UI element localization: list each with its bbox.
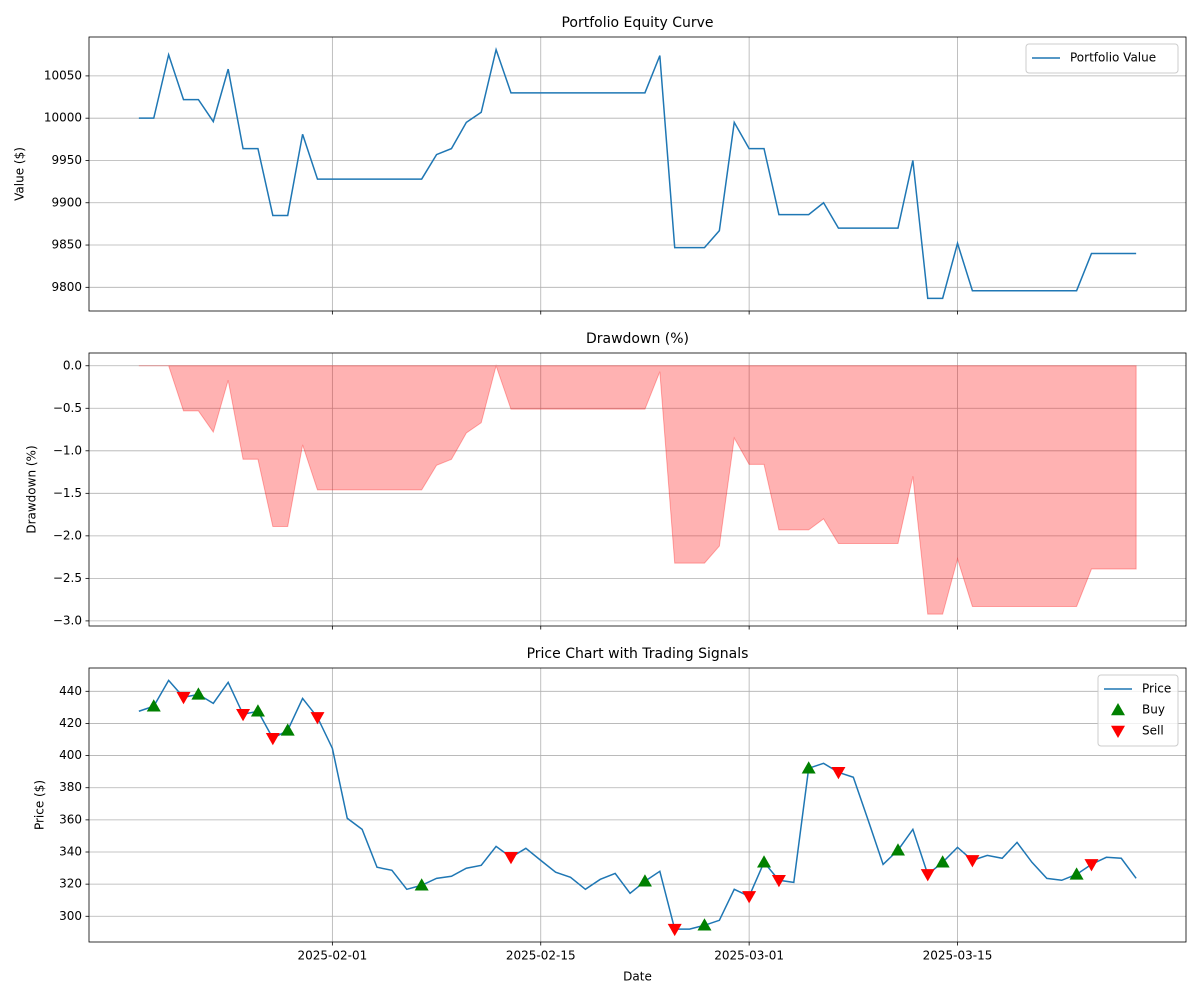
signal-marker [742, 891, 757, 904]
plot-frame [88, 667, 1187, 943]
signal-marker [236, 709, 251, 722]
y-tick-label: 400 [59, 748, 82, 762]
signal-marker [191, 687, 206, 700]
signal-marker [1069, 867, 1084, 880]
signal-marker [146, 699, 161, 712]
legend-label: Sell [1142, 724, 1164, 738]
chart-title: Portfolio Equity Curve [561, 15, 713, 31]
legend-box [1025, 43, 1179, 74]
y-tick-label: −2.5 [53, 571, 82, 585]
plot-background [89, 668, 1186, 942]
y-tick-label: 360 [59, 812, 82, 826]
plot-background [89, 37, 1186, 311]
y-tick-label: 320 [59, 877, 82, 891]
signal-marker [697, 918, 712, 931]
y-tick-label: 0.0 [63, 358, 82, 372]
drawdown-area [138, 364, 1137, 615]
signal-marker [667, 923, 682, 937]
x-tick-label: 2025-03-01 [714, 949, 784, 963]
y-tick-label: −0.5 [53, 401, 82, 415]
y-axis-label: Drawdown (%) [25, 445, 39, 533]
x-axis-label: Date [623, 970, 652, 984]
signal-marker [1084, 859, 1099, 872]
y-tick-label: 300 [59, 909, 82, 923]
y-tick-label: 9850 [51, 238, 82, 252]
legend-label: Portfolio Value [1070, 51, 1156, 65]
y-tick-label: 340 [59, 845, 82, 859]
signal-marker [920, 869, 935, 882]
signal-marker [935, 855, 950, 868]
signal-marker [637, 874, 652, 887]
plot-frame [88, 36, 1187, 312]
y-tick-label: 9950 [51, 153, 82, 167]
y-tick-label: −3.0 [53, 613, 82, 627]
y-tick-label: 380 [59, 780, 82, 794]
signal-marker [310, 712, 325, 725]
y-axis-label: Price ($) [33, 780, 47, 830]
y-tick-label: −2.0 [53, 528, 82, 542]
signal-marker [890, 843, 905, 856]
y-tick-label: 10050 [44, 68, 82, 82]
y-tick-label: 9900 [51, 195, 82, 209]
y-tick-label: 440 [59, 684, 82, 698]
y-axis-label: Value ($) [13, 147, 27, 201]
signal-marker [831, 767, 846, 780]
x-tick-label: 2025-03-15 [923, 949, 993, 963]
x-tick-label: 2025-02-15 [506, 949, 576, 963]
plot-background [89, 353, 1186, 626]
y-tick-label: −1.5 [53, 486, 82, 500]
signal-marker [757, 855, 772, 868]
y-tick-label: 9800 [51, 280, 82, 294]
signal-marker [801, 761, 816, 774]
legend-label: Buy [1142, 703, 1165, 717]
signal-marker [771, 875, 786, 888]
signal-marker [503, 852, 518, 865]
signal-marker [414, 878, 429, 891]
price-line [138, 47, 1137, 300]
y-tick-label: 420 [59, 716, 82, 730]
chart-title: Price Chart with Trading Signals [527, 646, 749, 662]
y-tick-label: 10000 [44, 111, 82, 125]
chart-title: Drawdown (%) [586, 331, 689, 347]
signal-marker [265, 732, 280, 746]
legend-label: Price [1142, 682, 1171, 696]
signal-marker [965, 855, 980, 868]
signal-marker [280, 723, 295, 736]
legend-swatch [1111, 703, 1125, 716]
y-tick-label: −1.0 [53, 443, 82, 457]
plot-frame [88, 352, 1187, 627]
signal-marker [250, 704, 265, 717]
legend-swatch [1111, 725, 1125, 738]
x-tick-label: 2025-02-01 [297, 949, 367, 963]
signal-marker [176, 691, 191, 705]
